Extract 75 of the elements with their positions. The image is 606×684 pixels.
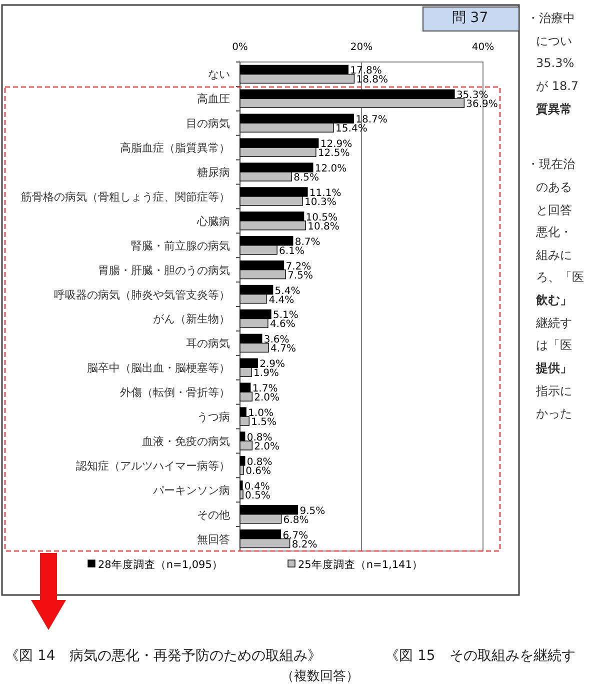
data-label: 15.4% <box>336 124 368 135</box>
data-label: 2.0% <box>254 392 280 404</box>
x-tick-label: 40% <box>472 42 494 53</box>
data-label: 36.9% <box>466 99 498 110</box>
data-label: 0.8% <box>246 432 272 444</box>
y-tick-label: 呼吸器の病気（肺炎や気管支炎等） <box>54 288 230 302</box>
text: が 18.7 <box>536 79 579 93</box>
data-label: 6.7% <box>282 530 308 542</box>
y-tick-label: 筋骨格の病気（骨粗しょう症、関節症等） <box>21 190 230 204</box>
data-label: 5.4% <box>274 286 300 297</box>
text: 質異常 <box>535 102 572 116</box>
text: と回答 <box>536 203 572 217</box>
y-tick-label: 腎臓・前立腺の病気 <box>131 239 230 252</box>
y-tick-label: 心臓病 <box>196 214 230 228</box>
data-label: 0.4% <box>244 481 270 492</box>
text: 組みに <box>535 248 572 262</box>
data-label: 9.5% <box>300 506 326 517</box>
y-tick-label: 脳卒中（脳出血・脳梗塞等） <box>87 362 230 375</box>
y-tick-label: ない <box>208 68 230 82</box>
text: 指示に <box>535 384 572 398</box>
y-tick-label: 外傷（転倒・骨折等） <box>120 386 230 400</box>
data-label: 7.5% <box>288 270 313 282</box>
text: のある <box>536 180 572 194</box>
y-tick-label: その他 <box>197 508 230 522</box>
data-label: 11.1% <box>309 188 342 199</box>
text: ・治療中 <box>527 11 575 25</box>
data-label: 10.8% <box>308 221 340 232</box>
data-label: 4.7% <box>270 344 296 355</box>
data-label: 18.8% <box>356 74 388 86</box>
text: 継続す <box>535 316 572 330</box>
y-tick-label: 高血圧 <box>197 92 230 106</box>
text: につい <box>536 34 572 48</box>
data-label: 2.0% <box>254 441 280 452</box>
y-tick-label: 無回答 <box>197 532 230 546</box>
text: 35.3% <box>536 56 574 70</box>
y-tick-label: 認知症（アルツハイマー病等） <box>76 459 230 472</box>
y-tick-label: がん（新生物） <box>153 312 230 326</box>
text: 悪化・ <box>535 225 572 239</box>
text: 提供」 <box>535 361 572 375</box>
y-tick-label: 高脂血症（脂質異常） <box>120 142 230 155</box>
data-label: 4.4% <box>268 294 294 306</box>
x-tick-label: 0% <box>232 42 248 53</box>
y-tick-label: パーキンソン病 <box>152 484 230 497</box>
text: かった <box>536 406 572 420</box>
text: 問 37 <box>452 10 488 26</box>
y-tick-label: 血液・免疫の病気 <box>142 434 230 448</box>
data-label: 8.2% <box>292 539 318 550</box>
data-label: 7.2% <box>286 261 312 272</box>
text: は「医 <box>536 338 572 352</box>
data-label: 10.5% <box>306 212 338 224</box>
y-tick-label: 目の病気 <box>186 117 230 130</box>
text: （複数回答） <box>281 669 359 684</box>
data-label: 4.6% <box>270 319 296 330</box>
data-label: 6.8% <box>283 514 309 526</box>
data-label: 12.5% <box>318 148 350 160</box>
data-label: 0.6% <box>246 466 272 477</box>
data-label: 0.8% <box>246 456 272 468</box>
data-label: 10.3% <box>304 196 336 208</box>
data-label: 1.5% <box>251 417 277 428</box>
text: ろ、「医 <box>536 270 584 284</box>
text: 《図 14 病気の悪化・再発予防のための取組み》 <box>5 648 322 664</box>
y-tick-label: うつ病 <box>197 410 230 424</box>
y-tick-label: 糖尿病 <box>197 166 230 180</box>
data-label: 8.7% <box>294 236 320 248</box>
text: 《図 15 その取組みを継続す <box>385 648 576 664</box>
data-label: 8.5% <box>294 172 320 184</box>
data-label: 6.1% <box>279 246 304 257</box>
y-tick-label: 胃腸・肝臓・胆のうの病気 <box>98 264 230 277</box>
text: ・現在治 <box>527 157 575 171</box>
text: 飲む」 <box>535 293 572 307</box>
data-label: 12.0% <box>314 164 347 175</box>
y-tick-label: 耳の病気 <box>186 337 230 350</box>
x-tick-label: 20% <box>350 42 373 53</box>
data-label: 1.9% <box>254 368 279 380</box>
data-label: 0.5% <box>245 490 270 502</box>
